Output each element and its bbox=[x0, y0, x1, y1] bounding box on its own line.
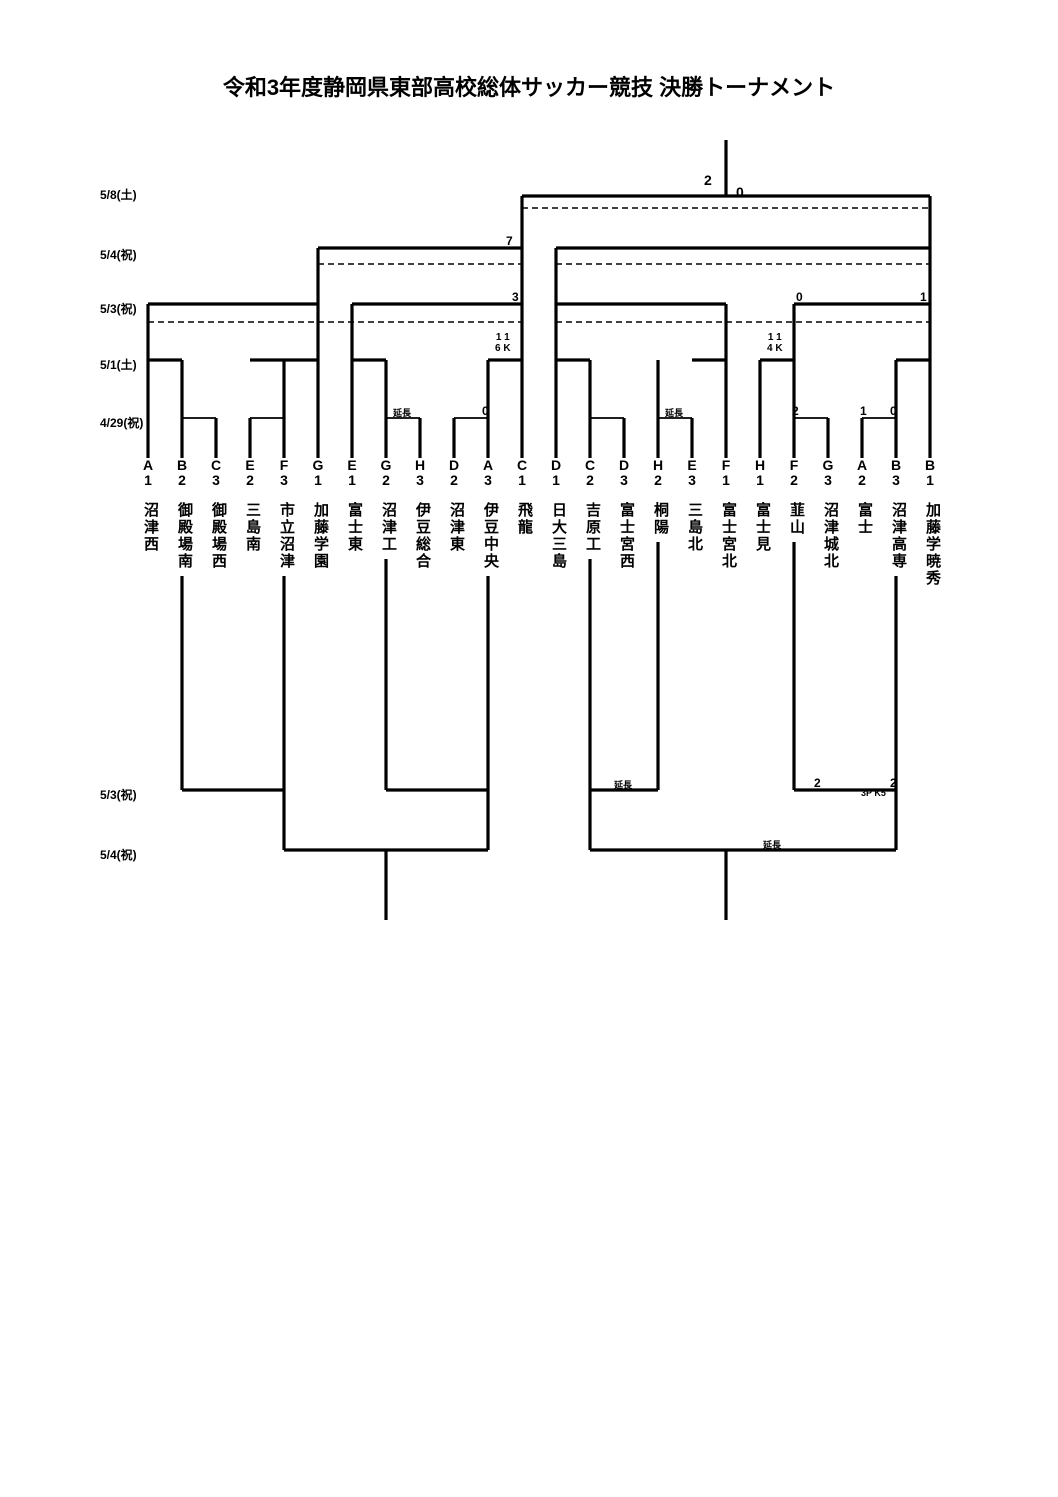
seed: F3 bbox=[274, 458, 294, 487]
team-name: 御殿場南 bbox=[174, 502, 195, 570]
team-name: 韮山 bbox=[786, 502, 807, 536]
team-name: 吉原工 bbox=[582, 502, 603, 553]
team-name: 沼津城北 bbox=[820, 502, 841, 570]
team-name: 御殿場西 bbox=[208, 502, 229, 570]
date-upper: 5/3(祝) bbox=[100, 300, 137, 317]
seed: C3 bbox=[206, 458, 226, 487]
seed: B1 bbox=[920, 458, 940, 487]
team-name: 加藤学園 bbox=[310, 502, 331, 570]
score: 1 14 K bbox=[767, 332, 783, 354]
team-name: 富士見 bbox=[752, 502, 773, 553]
date-upper: 5/4(祝) bbox=[100, 246, 137, 263]
date-upper: 5/1(土) bbox=[100, 356, 137, 373]
team-name: 富士 bbox=[854, 502, 875, 536]
score: 2 bbox=[890, 776, 897, 790]
score: 0 bbox=[890, 404, 897, 418]
score: 2 bbox=[814, 776, 821, 790]
team-name: 飛龍 bbox=[514, 502, 535, 536]
team-name: 市立沼津 bbox=[276, 502, 297, 570]
team-name: 三島北 bbox=[684, 502, 705, 553]
date-upper: 4/29(祝) bbox=[100, 414, 143, 431]
seed: G2 bbox=[376, 458, 396, 487]
team-name: 桐陽 bbox=[650, 502, 671, 536]
score: 0 bbox=[482, 404, 489, 418]
team-name: 沼津西 bbox=[140, 502, 161, 553]
seed: G3 bbox=[818, 458, 838, 487]
team-name: 富士宮西 bbox=[616, 502, 637, 570]
score: 3P K5 bbox=[861, 788, 886, 798]
score: 0 bbox=[796, 290, 803, 304]
final-score-l: 2 bbox=[704, 172, 712, 188]
date-lower: 5/4(祝) bbox=[100, 846, 137, 863]
seed: G1 bbox=[308, 458, 328, 487]
team-name: 富士東 bbox=[344, 502, 365, 553]
seed: E2 bbox=[240, 458, 260, 487]
seed: F2 bbox=[784, 458, 804, 487]
seed: D1 bbox=[546, 458, 566, 487]
seed: A2 bbox=[852, 458, 872, 487]
team-name: 日大三島 bbox=[548, 502, 569, 570]
seed: C2 bbox=[580, 458, 600, 487]
seed: A3 bbox=[478, 458, 498, 487]
team-name: 富士宮北 bbox=[718, 502, 739, 570]
seed: D3 bbox=[614, 458, 634, 487]
team-name: 加藤学暁秀 bbox=[922, 502, 943, 587]
seed: H1 bbox=[750, 458, 770, 487]
score: 1 16 K bbox=[495, 332, 511, 354]
score: 1 bbox=[920, 290, 927, 304]
match-label: 延長 bbox=[393, 406, 411, 419]
bracket-svg bbox=[0, 0, 1058, 1497]
team-name: 伊豆中央 bbox=[480, 502, 501, 570]
seed: B3 bbox=[886, 458, 906, 487]
final-score-r: 0 bbox=[736, 184, 744, 200]
date-lower: 5/3(祝) bbox=[100, 786, 137, 803]
match-label: 延長 bbox=[665, 406, 683, 419]
team-name: 沼津東 bbox=[446, 502, 467, 553]
loser-label: 延長 bbox=[763, 838, 781, 851]
team-name: 伊豆総合 bbox=[412, 502, 433, 570]
score: 7 bbox=[506, 234, 513, 248]
seed: F1 bbox=[716, 458, 736, 487]
seed: C1 bbox=[512, 458, 532, 487]
score: 3 bbox=[512, 290, 519, 304]
team-name: 沼津工 bbox=[378, 502, 399, 553]
team-name: 三島南 bbox=[242, 502, 263, 553]
seed: E3 bbox=[682, 458, 702, 487]
seed: H2 bbox=[648, 458, 668, 487]
score: 2 bbox=[792, 404, 799, 418]
score: 1 bbox=[860, 404, 867, 418]
seed: D2 bbox=[444, 458, 464, 487]
team-name: 沼津高専 bbox=[888, 502, 909, 570]
loser-label: 延長 bbox=[614, 778, 632, 791]
seed: A1 bbox=[138, 458, 158, 487]
seed: H3 bbox=[410, 458, 430, 487]
date-upper: 5/8(土) bbox=[100, 186, 137, 203]
seed: B2 bbox=[172, 458, 192, 487]
seed: E1 bbox=[342, 458, 362, 487]
